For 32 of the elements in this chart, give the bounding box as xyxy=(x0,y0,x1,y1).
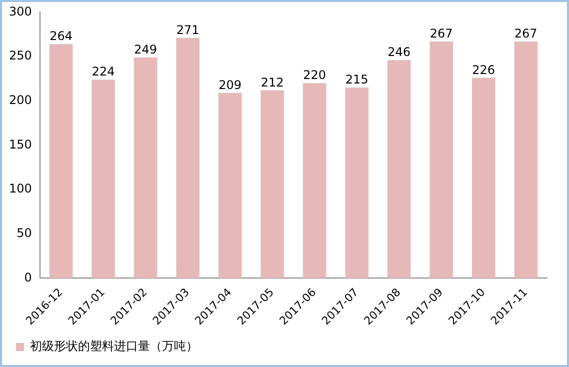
y-tick-label: 250 xyxy=(9,48,32,63)
data-label: 267 xyxy=(430,26,453,41)
bar xyxy=(49,44,73,278)
data-label: 215 xyxy=(345,72,368,87)
bar xyxy=(472,78,496,278)
bar xyxy=(134,57,158,278)
y-tick-label: 100 xyxy=(9,182,32,196)
bar xyxy=(92,80,115,278)
bar xyxy=(514,41,538,278)
data-label: 220 xyxy=(303,68,326,82)
bar xyxy=(430,41,453,278)
bar xyxy=(345,88,368,278)
bar xyxy=(176,38,200,278)
data-label: 249 xyxy=(134,42,157,57)
data-label: 246 xyxy=(388,45,411,60)
data-label: 212 xyxy=(260,75,284,90)
bar xyxy=(218,92,242,278)
data-label: 224 xyxy=(92,64,115,79)
y-tick-label: 200 xyxy=(9,92,32,107)
bar xyxy=(260,90,284,278)
y-tick-label: 300 xyxy=(9,4,32,18)
data-label: 264 xyxy=(50,29,72,44)
y-tick-label: 0 xyxy=(24,270,32,284)
legend-label: 初级形状的塑料进口量（万吨） xyxy=(30,339,198,354)
data-label: 209 xyxy=(218,78,242,92)
data-label: 271 xyxy=(176,23,200,38)
data-label: 226 xyxy=(472,62,496,77)
y-tick-label: 50 xyxy=(16,226,32,240)
bar xyxy=(387,60,411,278)
bar xyxy=(302,83,326,278)
y-tick-label: 150 xyxy=(9,137,32,152)
data-label: 267 xyxy=(514,26,538,41)
